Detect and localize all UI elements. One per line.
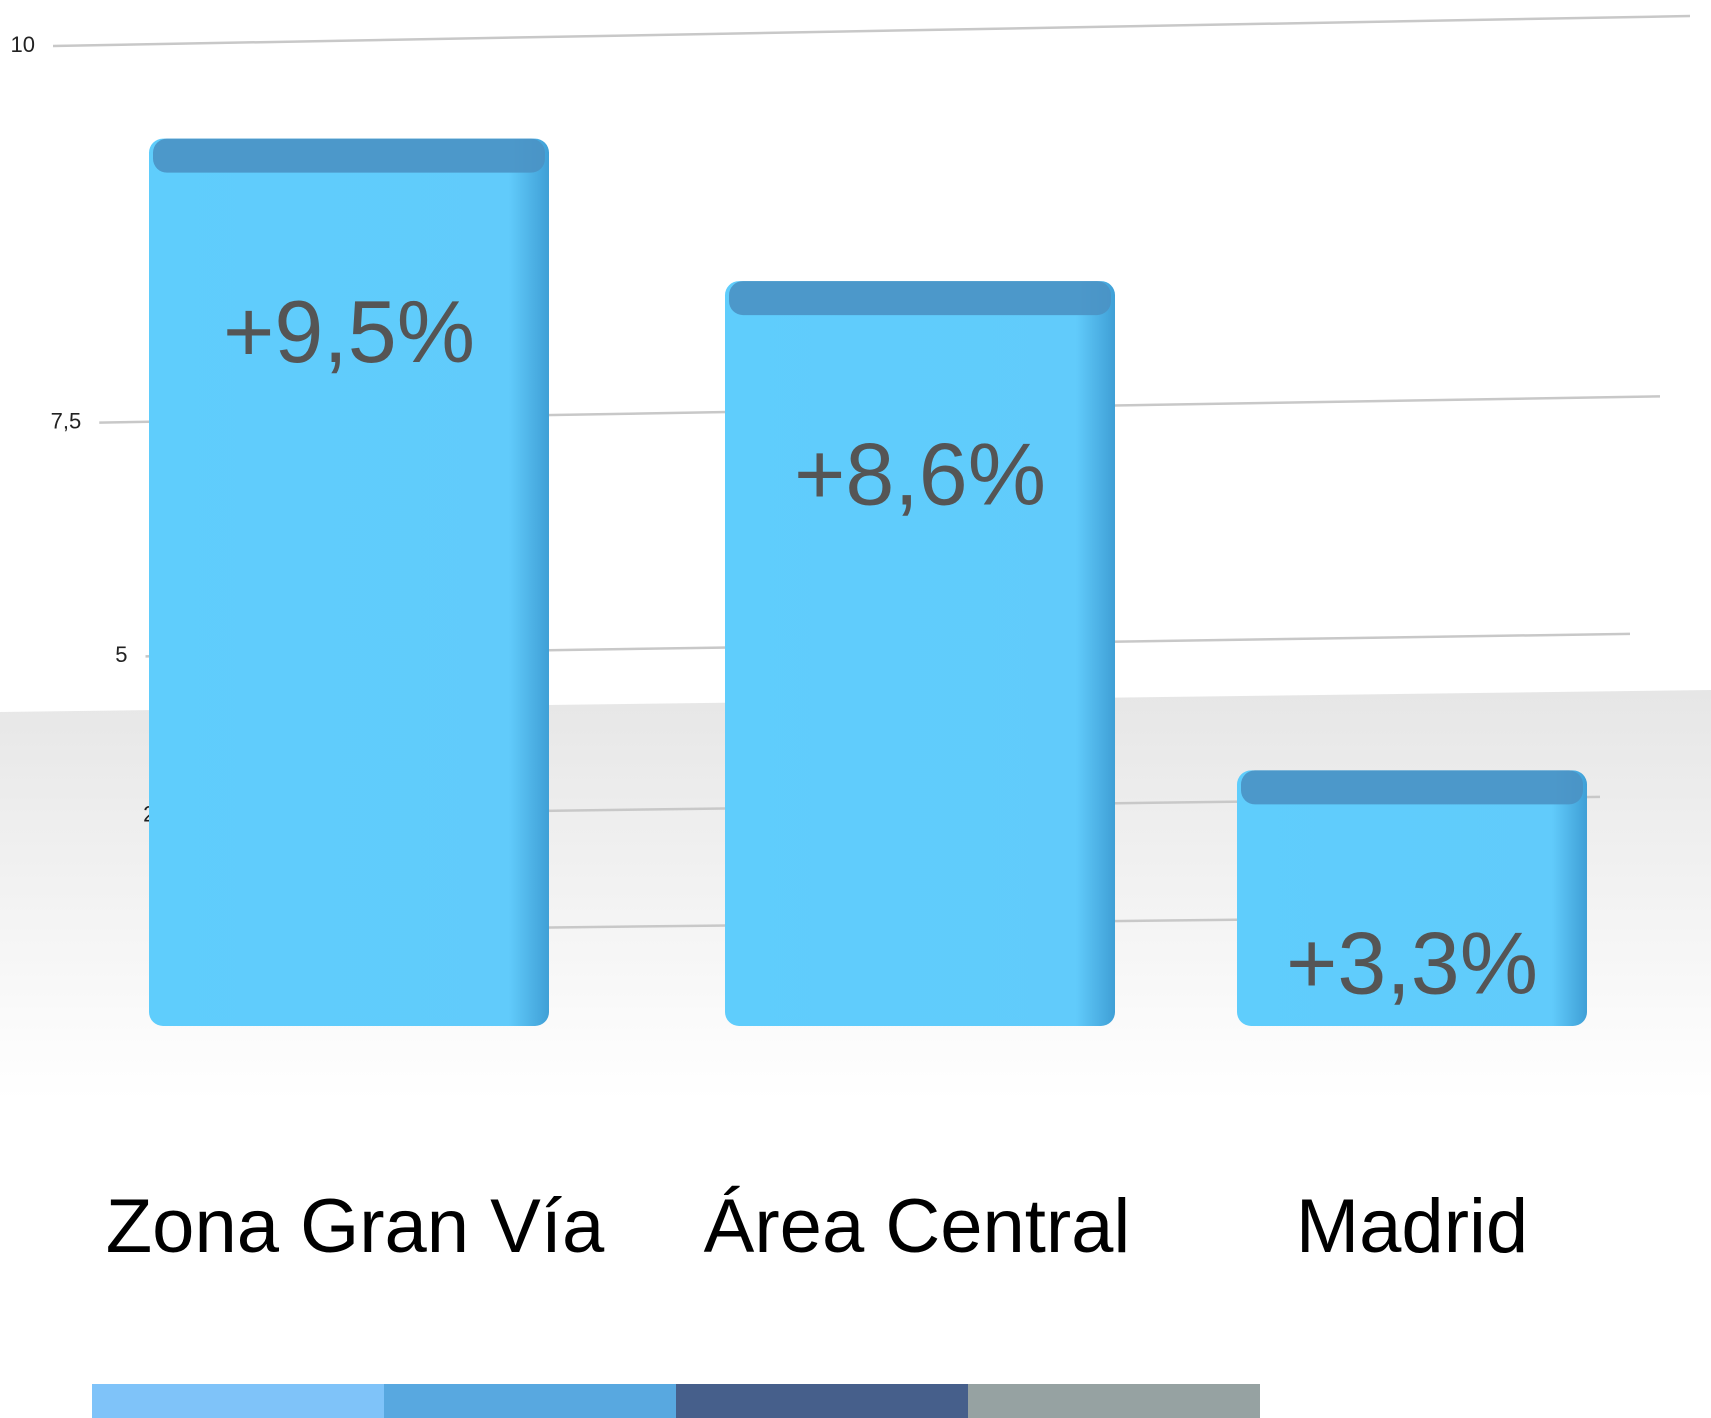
x-tick-label: Área Central <box>704 1184 1131 1269</box>
color-strip <box>92 1384 1260 1418</box>
y-tick-label: 5 <box>115 642 127 667</box>
value-label: +3,3% <box>1286 914 1538 1013</box>
y-tick-label: 10 <box>11 32 35 57</box>
x-tick-label: Madrid <box>1296 1184 1528 1269</box>
bar <box>1237 770 1587 1026</box>
value-label: +9,5% <box>223 282 475 381</box>
value-label: +8,6% <box>794 424 1046 523</box>
grid-line <box>52 14 1691 48</box>
bar <box>725 281 1115 1026</box>
bar-top <box>1241 770 1583 805</box>
y-tick-label: 7,5 <box>51 408 82 433</box>
x-tick-label: Zona Gran Vía <box>106 1184 605 1269</box>
bar-top <box>153 138 545 173</box>
bar <box>149 138 549 1026</box>
bar-top <box>729 281 1111 316</box>
